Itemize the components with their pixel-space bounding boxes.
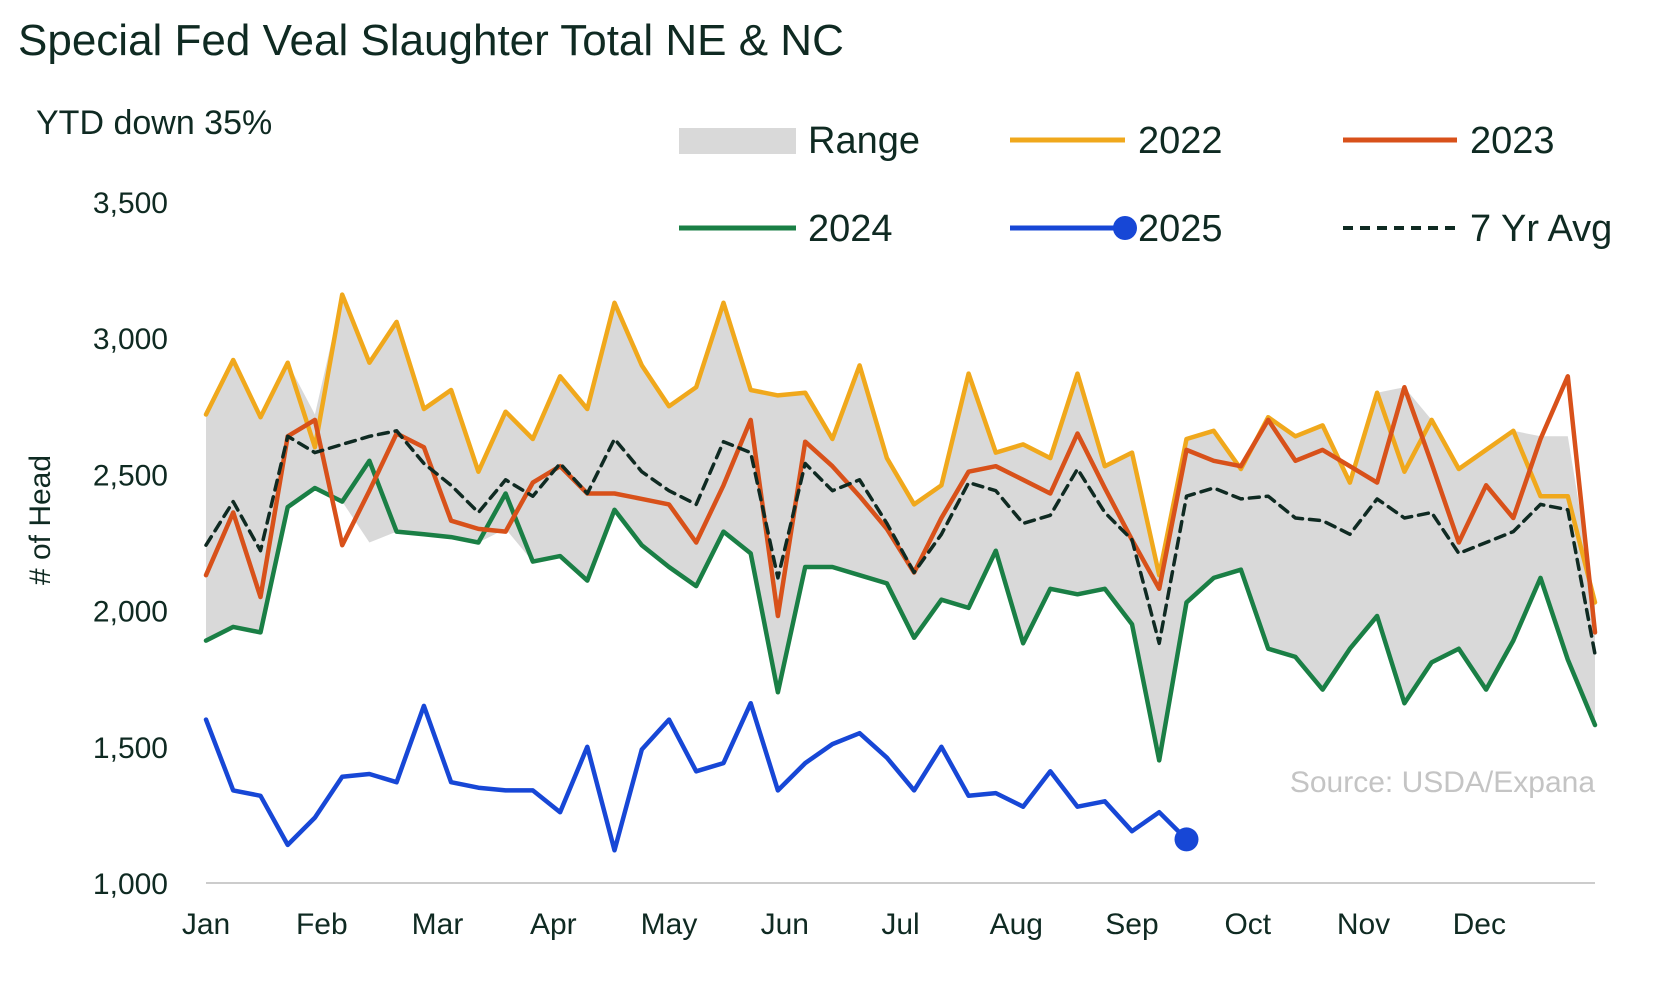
source-label: Source: USDA/Expana — [1290, 766, 1595, 799]
legend-2025-marker — [1113, 216, 1137, 240]
x-tick-label: Nov — [1337, 908, 1390, 941]
legend-item-range: Range — [679, 120, 920, 162]
series-line-2025 — [203, 700, 1189, 853]
x-tick-label: Sep — [1105, 908, 1158, 941]
legend-item-2025: 2025 — [1010, 208, 1223, 250]
chart-title: Special Fed Veal Slaughter Total NE & NC — [18, 16, 844, 65]
x-tick-label: May — [641, 908, 698, 941]
series-line-2024 — [203, 458, 1598, 763]
y-tick-label: 2,500 — [93, 459, 168, 492]
y-ticks: 1,000 1,500 2,000 2,500 3,000 3,500 — [93, 187, 168, 901]
y-tick-label: 3,500 — [93, 187, 168, 220]
chart-subtitle: YTD down 35% — [36, 104, 273, 142]
y-axis-title: # of Head — [24, 455, 57, 585]
legend-item-2024: 2024 — [679, 208, 893, 250]
series-line-2022 — [203, 292, 1598, 605]
x-tick-label: Dec — [1453, 908, 1506, 941]
plot-area: 1,000 1,500 2,000 2,500 3,000 3,500 Jan Feb Mar… — [93, 187, 1598, 941]
legend-range-label: Range — [808, 120, 920, 162]
legend-2024-label: 2024 — [808, 208, 893, 250]
series-lines — [203, 292, 1598, 853]
y-tick-label: 1,500 — [93, 732, 168, 765]
x-tick-label: Apr — [530, 908, 577, 941]
x-tick-label: Oct — [1224, 908, 1271, 941]
y-tick-label: 2,000 — [93, 596, 168, 629]
x-tick-label: Aug — [990, 908, 1043, 941]
legend: Range 2022 2023 2024 2025 7 Yr Avg — [679, 120, 1612, 250]
x-tick-label: Jul — [881, 908, 919, 941]
range-area — [206, 294, 1595, 761]
y-tick-label: 1,000 — [93, 868, 168, 901]
legend-item-2022: 2022 — [1010, 120, 1223, 162]
legend-2022-label: 2022 — [1138, 120, 1223, 162]
legend-item-2023: 2023 — [1343, 120, 1555, 162]
legend-avg-label: 7 Yr Avg — [1470, 208, 1612, 250]
x-ticks: Jan Feb Mar Apr May Jun Jul Aug Sep Oct Nov Dec — [182, 908, 1506, 941]
y-tick-label: 3,000 — [93, 323, 168, 356]
x-tick-label: Jan — [182, 908, 230, 941]
series-2025-last-point — [1174, 827, 1199, 852]
legend-2023-label: 2023 — [1470, 120, 1555, 162]
x-tick-label: Feb — [296, 908, 348, 941]
series-line-7-yr-avg — [204, 429, 1597, 656]
x-tick-label: Jun — [761, 908, 809, 941]
x-tick-label: Mar — [412, 908, 464, 941]
legend-range-swatch — [679, 128, 796, 154]
legend-item-7yr-avg: 7 Yr Avg — [1343, 208, 1612, 250]
legend-2025-label: 2025 — [1138, 208, 1223, 250]
